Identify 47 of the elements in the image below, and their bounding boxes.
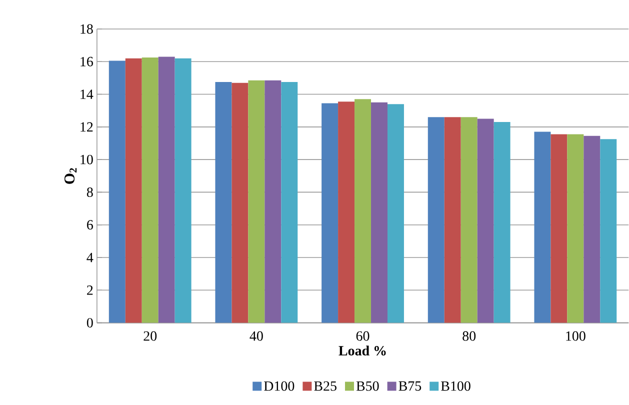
y-tick-label: 8 bbox=[86, 188, 93, 198]
bar bbox=[477, 118, 494, 323]
y-axis-title: O$_{2}$ bbox=[64, 168, 77, 184]
bar bbox=[387, 104, 404, 323]
bar bbox=[444, 117, 461, 323]
bar bbox=[460, 117, 478, 323]
y-tick-label: 12 bbox=[80, 122, 93, 132]
x-axis-title: Load % bbox=[338, 346, 386, 356]
x-tick-label: 100 bbox=[566, 331, 586, 341]
x-tick-label: 80 bbox=[462, 331, 476, 341]
bar bbox=[232, 82, 248, 323]
y-tick-label: 16 bbox=[80, 57, 93, 66]
legend-label: B25 bbox=[314, 381, 336, 391]
legend-label: B100 bbox=[441, 381, 470, 391]
bar bbox=[354, 99, 372, 323]
bar bbox=[584, 136, 600, 323]
bar bbox=[534, 132, 551, 323]
y-tick-label: 4 bbox=[86, 253, 94, 262]
y-tick-label: 6 bbox=[87, 220, 93, 230]
bar bbox=[428, 117, 444, 323]
y-tick-label: 2 bbox=[87, 286, 93, 295]
y-tick-label: 0 bbox=[86, 318, 93, 328]
bar bbox=[108, 60, 126, 323]
bar bbox=[494, 122, 510, 323]
y-tick-label: 10 bbox=[80, 154, 93, 164]
y-tick-label: 18 bbox=[80, 24, 93, 34]
bar bbox=[281, 82, 298, 323]
legend-label: B75 bbox=[398, 382, 422, 391]
bar bbox=[248, 80, 265, 323]
bar bbox=[215, 82, 232, 323]
x-tick-label: 40 bbox=[250, 331, 263, 341]
bar bbox=[158, 56, 175, 323]
x-tick-label: 20 bbox=[144, 331, 157, 341]
x-tick-label: 60 bbox=[356, 331, 370, 341]
bar bbox=[567, 134, 584, 323]
bar bbox=[338, 102, 355, 323]
bar bbox=[600, 139, 617, 323]
bar bbox=[142, 58, 158, 323]
bar bbox=[264, 80, 282, 323]
bar bbox=[322, 103, 338, 323]
bar bbox=[371, 102, 388, 323]
bar bbox=[174, 58, 192, 323]
bar bbox=[125, 58, 142, 323]
y-tick-label: 14 bbox=[80, 90, 94, 100]
legend-label: B50 bbox=[356, 381, 379, 391]
bar bbox=[550, 134, 568, 323]
legend-label: D100 bbox=[264, 381, 294, 391]
